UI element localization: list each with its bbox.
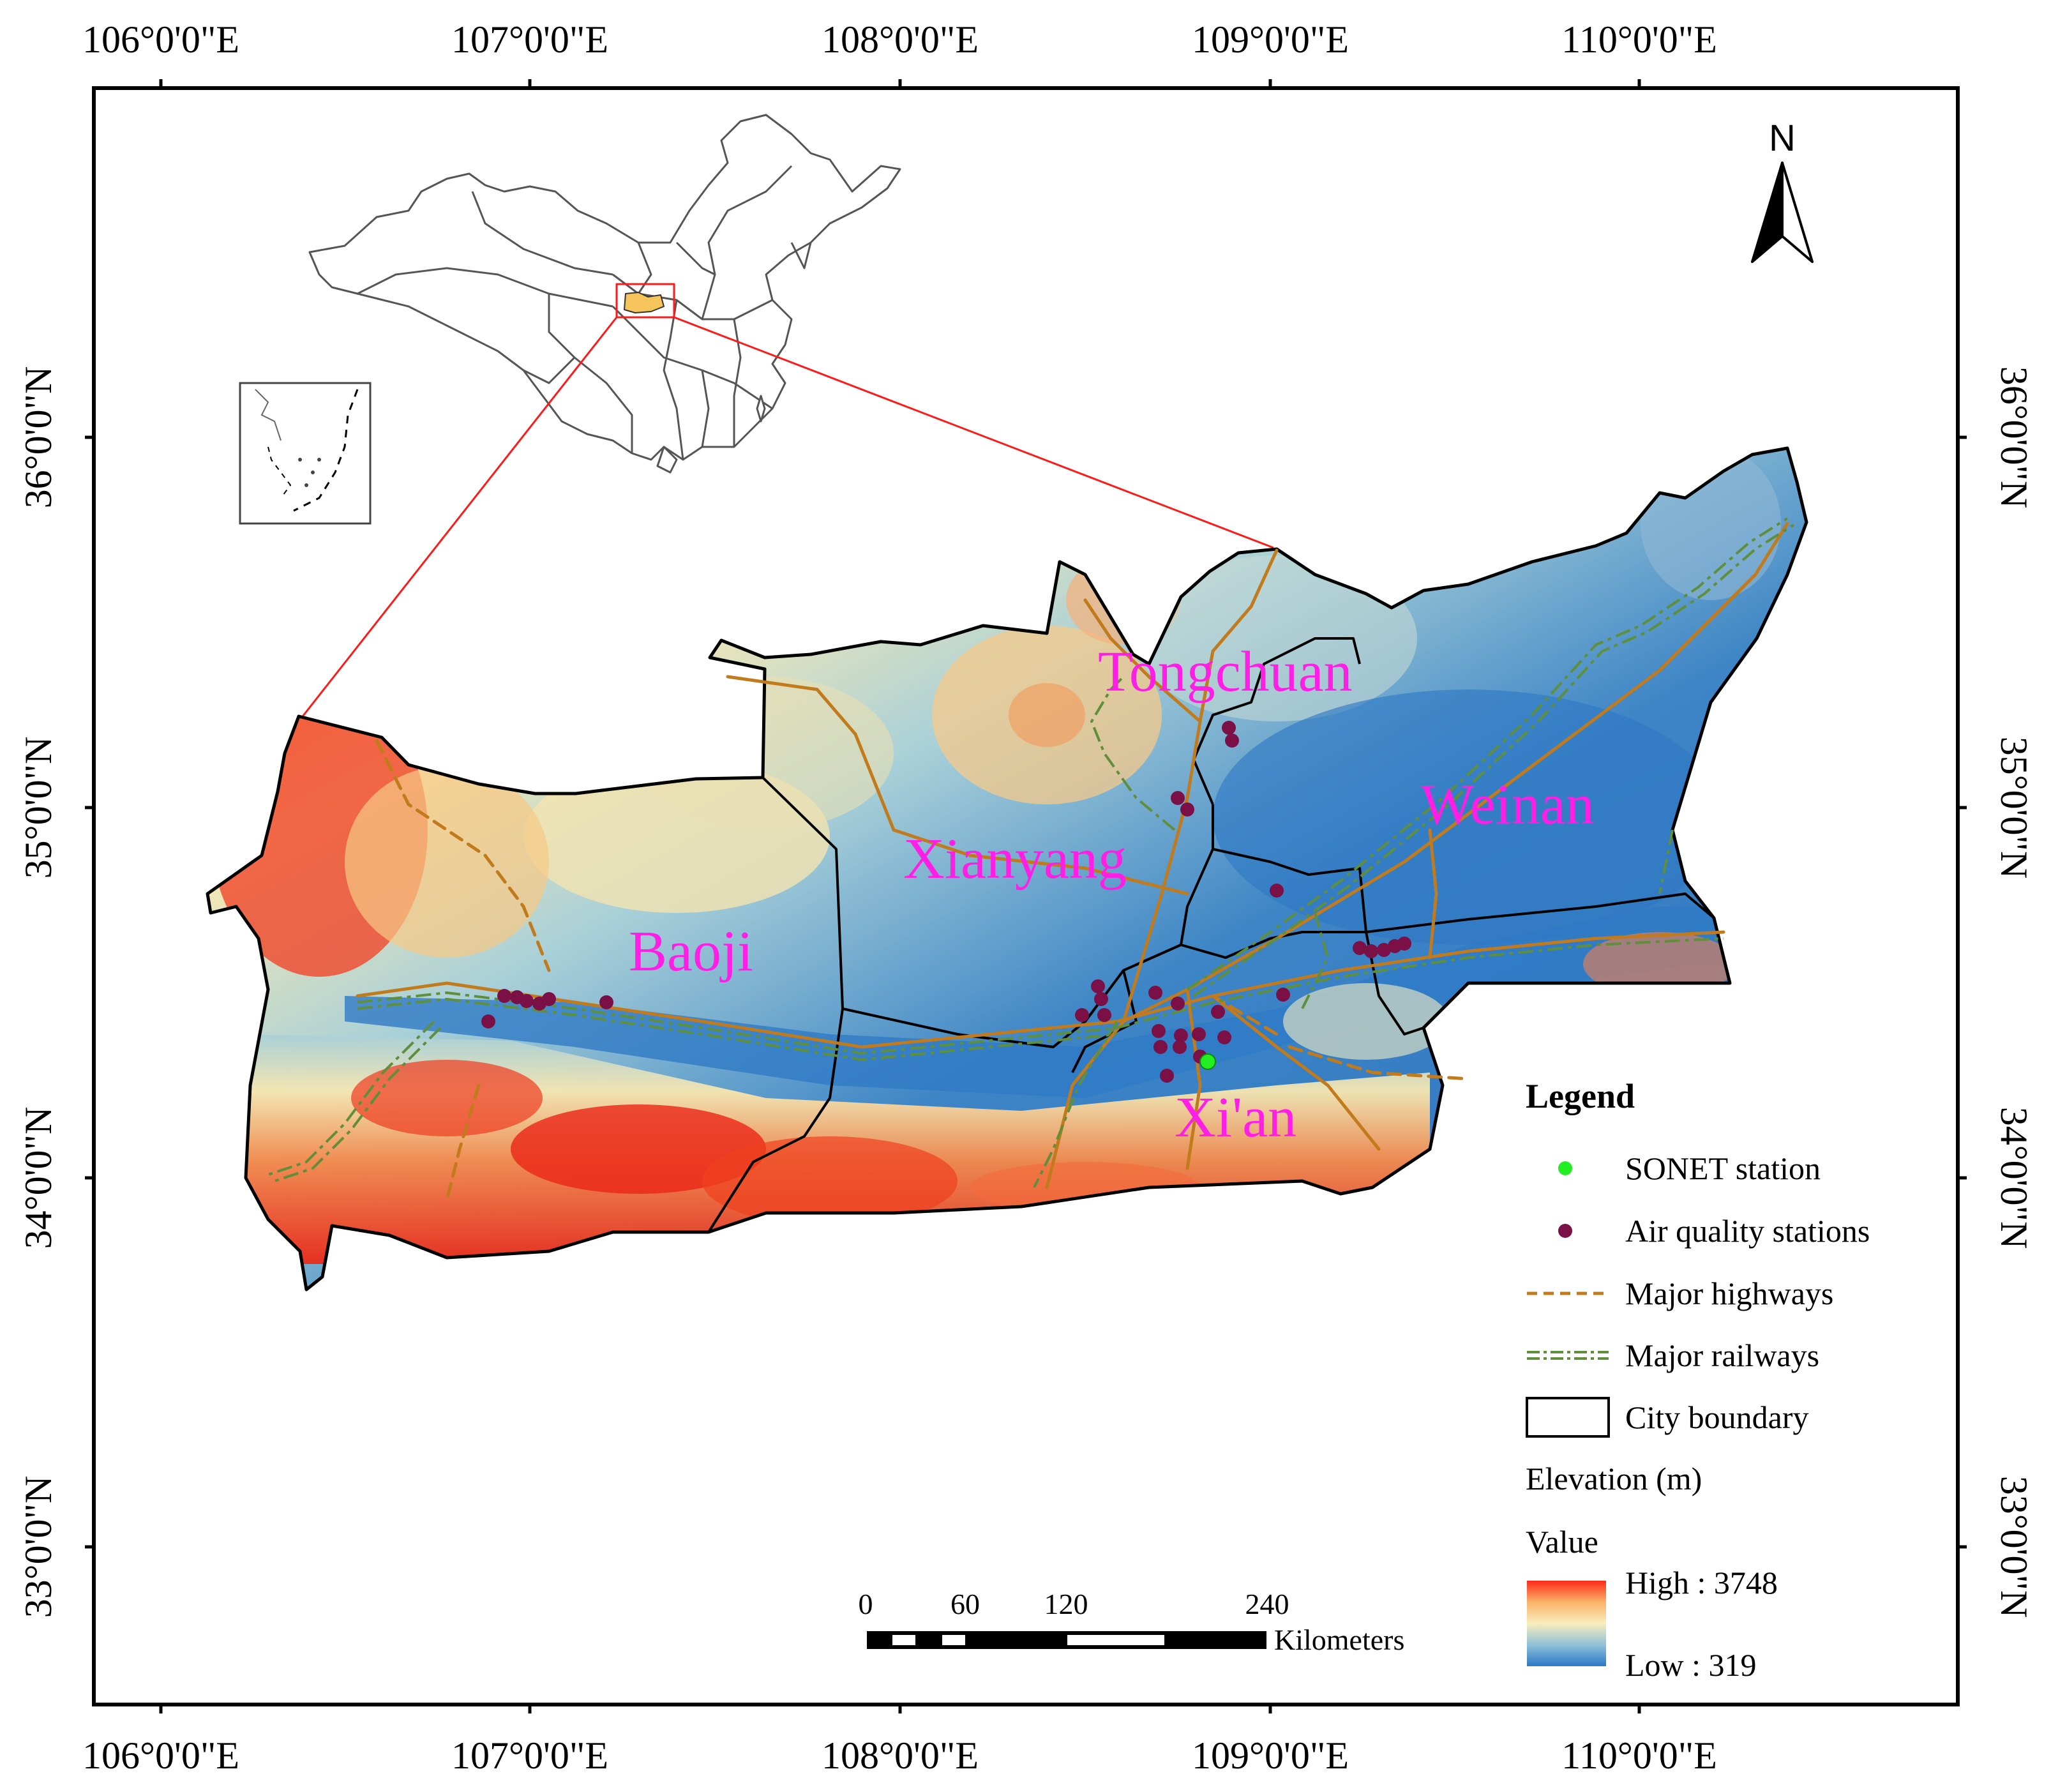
frame-ticks <box>85 79 1967 1713</box>
legend-label-city-boundary: City boundary <box>1625 1399 1808 1435</box>
air-quality-station-marker[interactable] <box>1152 1024 1166 1038</box>
scale-bar: 0 60 120 240 Kilometers <box>859 1588 1405 1656</box>
longitude-labels-top: 106°0'0"E 107°0'0"E 108°0'0"E 109°0'0"E … <box>82 19 1717 61</box>
air-quality-station-marker[interactable] <box>1353 941 1367 955</box>
legend-symbol-air-quality <box>1558 1224 1572 1238</box>
lat-label-right: 36°0'0"N <box>1993 366 2035 509</box>
scale-tick-label: 120 <box>1044 1588 1088 1620</box>
air-quality-station-marker[interactable] <box>599 995 613 1009</box>
legend-label-air-quality: Air quality stations <box>1625 1213 1870 1249</box>
air-quality-station-marker[interactable] <box>1174 1028 1188 1043</box>
legend-low-label: Low : 319 <box>1625 1647 1757 1683</box>
south-china-sea-inset <box>239 382 372 525</box>
inset-callout-lines <box>292 316 1274 728</box>
legend-elevation-title: Elevation (m) <box>1526 1461 1702 1496</box>
sonet-station-marker[interactable] <box>1199 1053 1216 1070</box>
legend: Legend SONET station Air quality station… <box>1526 1077 1870 1683</box>
air-quality-station-marker[interactable] <box>1148 986 1162 1000</box>
lat-label-left: 34°0'0"N <box>17 1107 59 1249</box>
city-label-baoji: Baoji <box>629 920 753 983</box>
air-quality-station-marker[interactable] <box>1160 1069 1174 1083</box>
air-quality-station-marker[interactable] <box>1364 944 1378 958</box>
air-quality-station-marker[interactable] <box>1397 937 1411 951</box>
latitude-labels-right: 36°0'0"N 35°0'0"N 34°0'0"N 33°0'0"N <box>1993 366 2035 1618</box>
air-quality-station-marker[interactable] <box>481 1014 495 1028</box>
major-highways <box>356 522 1789 1202</box>
air-quality-station-marker[interactable] <box>542 992 556 1006</box>
legend-label-sonet: SONET station <box>1625 1150 1821 1186</box>
air-quality-station-marker[interactable] <box>497 989 511 1003</box>
lon-label-bottom: 108°0'0"E <box>822 1735 979 1777</box>
lon-label-top: 108°0'0"E <box>822 19 979 61</box>
major-railways <box>267 517 1795 1188</box>
north-arrow: N <box>1751 117 1814 263</box>
china-inset-map <box>308 114 901 474</box>
legend-symbol-railways <box>1527 1351 1609 1360</box>
air-quality-station-marker[interactable] <box>1091 979 1105 993</box>
air-quality-station-marker[interactable] <box>1094 992 1108 1006</box>
air-quality-station-marker[interactable] <box>520 994 534 1008</box>
air-quality-station-marker[interactable] <box>1222 721 1236 735</box>
latitude-labels-left: 36°0'0"N 35°0'0"N 34°0'0"N 33°0'0"N <box>17 366 59 1618</box>
lon-label-bottom: 109°0'0"E <box>1192 1735 1349 1777</box>
lon-label-top: 110°0'0"E <box>1561 19 1717 61</box>
air-quality-station-marker[interactable] <box>1276 988 1290 1002</box>
city-label-tongchuan: Tongchuan <box>1098 640 1353 704</box>
air-quality-station-marker[interactable] <box>1173 1040 1187 1054</box>
air-quality-station-marker[interactable] <box>1270 884 1284 898</box>
lon-label-top: 109°0'0"E <box>1192 19 1349 61</box>
lon-label-bottom: 106°0'0"E <box>82 1735 239 1777</box>
lon-label-bottom: 110°0'0"E <box>1561 1735 1717 1777</box>
city-label-weinan: Weinan <box>1420 773 1595 836</box>
lat-label-right: 34°0'0"N <box>1993 1107 2035 1249</box>
lat-label-left: 35°0'0"N <box>17 737 59 879</box>
lat-label-right: 33°0'0"N <box>1993 1476 2035 1618</box>
legend-label-highways: Major highways <box>1625 1276 1833 1311</box>
legend-symbol-city-boundary <box>1526 1397 1610 1438</box>
scale-tick-label: 0 <box>859 1588 873 1620</box>
legend-value-title: Value <box>1526 1524 1598 1560</box>
legend-symbol-sonet <box>1558 1161 1572 1175</box>
air-quality-stations <box>481 721 1411 1083</box>
lat-label-left: 36°0'0"N <box>17 366 59 509</box>
lon-label-top: 106°0'0"E <box>82 19 239 61</box>
air-quality-station-marker[interactable] <box>1377 943 1391 957</box>
scale-tick-label: 240 <box>1245 1588 1289 1620</box>
longitude-labels-bottom: 106°0'0"E 107°0'0"E 108°0'0"E 109°0'0"E … <box>82 1735 1717 1777</box>
scale-tick-label: 60 <box>950 1588 980 1620</box>
north-arrow-icon <box>1751 162 1814 263</box>
city-label-xian: Xi'an <box>1175 1086 1296 1149</box>
air-quality-station-marker[interactable] <box>1097 1008 1111 1022</box>
lon-label-top: 107°0'0"E <box>451 19 608 61</box>
city-labels: Tongchuan Weinan Xianyang Baoji Xi'an <box>629 640 1595 1149</box>
air-quality-station-marker[interactable] <box>1153 1040 1168 1054</box>
air-quality-station-marker[interactable] <box>1180 802 1194 817</box>
lat-label-left: 33°0'0"N <box>17 1476 59 1618</box>
air-quality-station-marker[interactable] <box>1171 791 1185 805</box>
air-quality-station-marker[interactable] <box>1225 734 1239 748</box>
air-quality-station-marker[interactable] <box>1217 1030 1231 1044</box>
legend-label-railways: Major railways <box>1625 1337 1819 1373</box>
scale-unit-label: Kilometers <box>1274 1623 1404 1656</box>
air-quality-station-marker[interactable] <box>1192 1027 1206 1041</box>
air-quality-station-marker[interactable] <box>1171 997 1185 1011</box>
legend-elevation-ramp <box>1527 1581 1606 1666</box>
inset-highlight-box <box>615 283 675 319</box>
air-quality-station-marker[interactable] <box>1075 1008 1089 1022</box>
lat-label-right: 35°0'0"N <box>1993 737 2035 879</box>
legend-title: Legend <box>1526 1077 1635 1115</box>
north-arrow-label: N <box>1769 117 1796 159</box>
lon-label-bottom: 107°0'0"E <box>451 1735 608 1777</box>
city-label-xianyang: Xianyang <box>903 827 1127 891</box>
legend-high-label: High : 3748 <box>1625 1565 1778 1600</box>
air-quality-station-marker[interactable] <box>1211 1005 1225 1019</box>
